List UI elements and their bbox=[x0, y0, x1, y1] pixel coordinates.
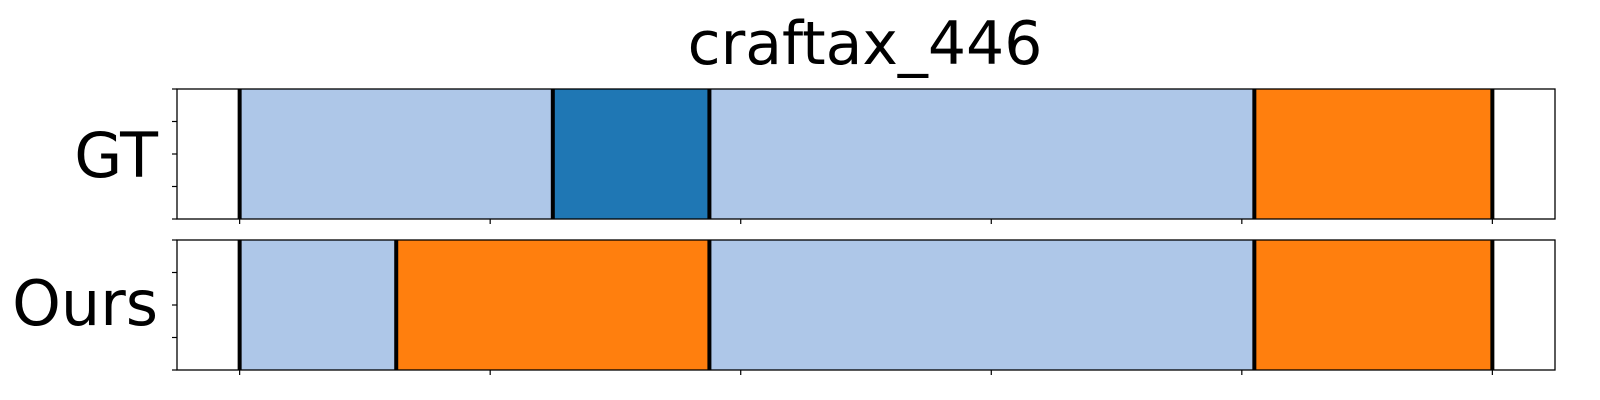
row-label: Ours bbox=[12, 267, 158, 340]
segment-bar bbox=[709, 89, 1255, 219]
segment-bar bbox=[1254, 89, 1493, 219]
row-label: GT bbox=[74, 119, 159, 192]
segment-bar bbox=[396, 240, 710, 370]
segment-bar bbox=[552, 89, 710, 219]
segment-bar bbox=[239, 89, 553, 219]
segment-bar bbox=[239, 240, 397, 370]
timeline-row: GT bbox=[74, 88, 1556, 224]
segment-bar bbox=[709, 240, 1255, 370]
timeline-row: Ours bbox=[12, 239, 1556, 375]
chart-title: craftax_446 bbox=[688, 9, 1043, 79]
segment-bar bbox=[1254, 240, 1493, 370]
